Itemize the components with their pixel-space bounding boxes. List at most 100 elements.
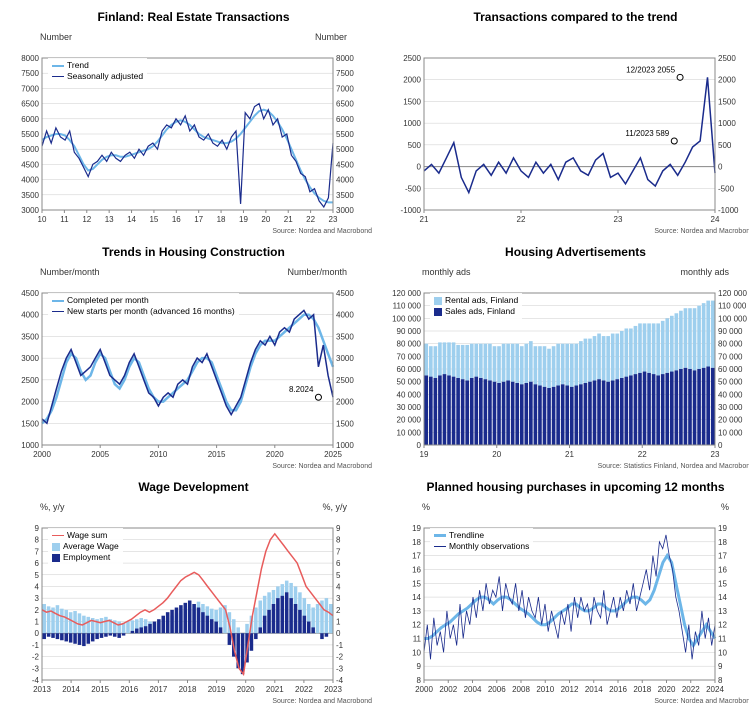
chart-title: Wage Development	[10, 480, 377, 494]
legend: TrendlineMonthly observations	[430, 528, 533, 554]
source-text: Source: Nordea and Macrobond	[272, 228, 372, 235]
svg-text:8: 8	[718, 676, 723, 685]
svg-text:21: 21	[565, 450, 574, 459]
svg-text:2020: 2020	[658, 685, 676, 694]
legend-item: Rental ads, Finland	[434, 295, 518, 306]
svg-text:1000: 1000	[336, 441, 354, 450]
svg-text:7: 7	[35, 547, 40, 556]
svg-text:3500: 3500	[21, 191, 39, 200]
svg-text:12: 12	[82, 215, 91, 224]
chart-title: Transactions compared to the trend	[392, 10, 749, 24]
svg-text:0: 0	[718, 163, 723, 172]
legend-swatch	[52, 535, 64, 537]
svg-text:2015: 2015	[91, 685, 109, 694]
chart-ads: Housing Advertisementsmonthly adsmonthly…	[392, 245, 749, 470]
svg-text:2012: 2012	[561, 685, 579, 694]
svg-text:-2: -2	[336, 653, 344, 662]
svg-text:2005: 2005	[91, 450, 109, 459]
y-axis-label-left: Number	[40, 32, 72, 42]
svg-text:22: 22	[306, 215, 315, 224]
svg-text:2014: 2014	[62, 685, 80, 694]
svg-text:110 000: 110 000	[718, 302, 747, 311]
y-axis-label-right: %	[721, 502, 729, 512]
svg-text:4000: 4000	[21, 176, 39, 185]
chart-title: Finland: Real Estate Transactions	[10, 10, 377, 24]
svg-text:20: 20	[492, 450, 501, 459]
svg-text:2008: 2008	[512, 685, 530, 694]
svg-text:7000: 7000	[21, 84, 39, 93]
svg-text:120 000: 120 000	[718, 289, 747, 298]
svg-text:6500: 6500	[336, 100, 354, 109]
svg-text:2000: 2000	[336, 398, 354, 407]
svg-text:4000: 4000	[336, 311, 354, 320]
svg-text:8: 8	[35, 536, 40, 545]
svg-text:17: 17	[194, 215, 203, 224]
svg-text:2013: 2013	[33, 685, 51, 694]
svg-text:1000: 1000	[403, 119, 421, 128]
y-axis-label-left: %, y/y	[40, 502, 65, 512]
svg-text:-3: -3	[336, 664, 344, 673]
svg-text:24: 24	[711, 215, 720, 224]
svg-text:8: 8	[336, 536, 341, 545]
svg-text:5500: 5500	[336, 130, 354, 139]
svg-text:8: 8	[417, 676, 422, 685]
svg-text:17: 17	[412, 552, 421, 561]
legend-label: Completed per month	[67, 295, 149, 306]
svg-text:12: 12	[412, 621, 421, 630]
chart-trend-diff: Transactions compared to the trend-1000-…	[392, 10, 749, 235]
legend-item: Completed per month	[52, 295, 235, 306]
svg-text:100 000: 100 000	[392, 314, 421, 323]
svg-text:4000: 4000	[21, 311, 39, 320]
legend-swatch	[52, 543, 60, 551]
svg-text:21: 21	[284, 215, 293, 224]
svg-text:3000: 3000	[21, 354, 39, 363]
svg-text:23: 23	[329, 215, 338, 224]
svg-text:6000: 6000	[21, 115, 39, 124]
legend-swatch	[52, 311, 64, 313]
legend-item: Trendline	[434, 530, 529, 541]
svg-text:13: 13	[105, 215, 114, 224]
svg-text:2018: 2018	[179, 685, 197, 694]
legend-label: Trendline	[449, 530, 484, 541]
svg-text:2000: 2000	[718, 76, 736, 85]
svg-text:11: 11	[718, 635, 727, 644]
svg-text:40 000: 40 000	[397, 390, 422, 399]
legend-label: Trend	[67, 60, 89, 71]
svg-text:2016: 2016	[120, 685, 138, 694]
svg-text:15: 15	[412, 579, 421, 588]
legend: Rental ads, FinlandSales ads, Finland	[430, 293, 522, 319]
svg-text:2500: 2500	[403, 54, 421, 63]
svg-text:19: 19	[420, 450, 429, 459]
svg-text:-4: -4	[32, 676, 40, 685]
svg-text:2022: 2022	[295, 685, 313, 694]
svg-text:2015: 2015	[208, 450, 226, 459]
legend-item: Monthly observations	[434, 541, 529, 552]
svg-text:2000: 2000	[415, 685, 433, 694]
svg-text:2017: 2017	[150, 685, 168, 694]
svg-text:-4: -4	[336, 676, 344, 685]
svg-text:6000: 6000	[336, 115, 354, 124]
svg-text:23: 23	[614, 215, 623, 224]
svg-text:3: 3	[336, 594, 341, 603]
svg-text:80 000: 80 000	[718, 340, 743, 349]
svg-text:23: 23	[711, 450, 720, 459]
svg-text:14: 14	[127, 215, 136, 224]
svg-text:20: 20	[261, 215, 270, 224]
y-axis-label-left: %	[422, 502, 430, 512]
svg-text:-1: -1	[336, 641, 344, 650]
legend-label: Seasonally adjusted	[67, 71, 143, 82]
legend-item: Average Wage	[52, 541, 119, 552]
svg-text:0: 0	[417, 441, 422, 450]
legend-label: Monthly observations	[449, 541, 529, 552]
svg-text:16: 16	[172, 215, 181, 224]
svg-text:5000: 5000	[336, 145, 354, 154]
svg-text:10: 10	[38, 215, 47, 224]
svg-text:2021: 2021	[266, 685, 284, 694]
svg-text:-500: -500	[718, 184, 735, 193]
svg-text:-1: -1	[32, 641, 40, 650]
svg-text:21: 21	[420, 215, 429, 224]
svg-text:2500: 2500	[21, 376, 39, 385]
svg-text:70 000: 70 000	[718, 352, 743, 361]
svg-text:2000: 2000	[33, 450, 51, 459]
svg-text:7500: 7500	[336, 69, 354, 78]
